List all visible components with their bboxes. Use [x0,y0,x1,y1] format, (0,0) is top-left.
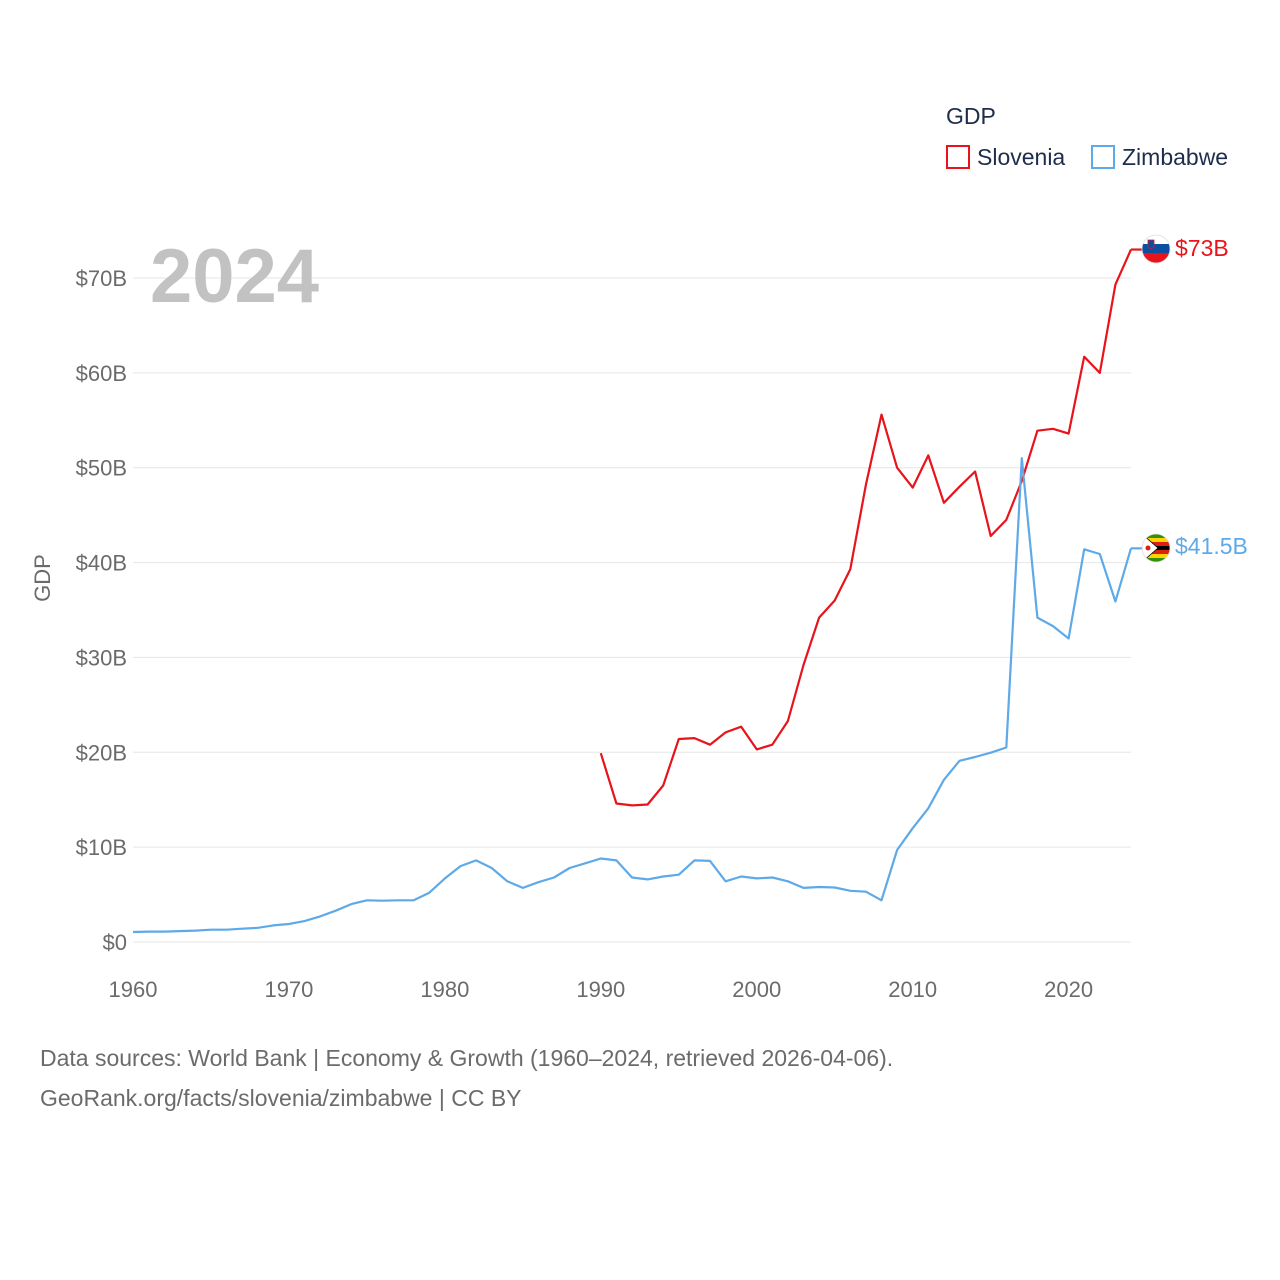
gdp-chart: $0$10B$20B$30B$40B$50B$60B$70B 1960 1970 1… [30,103,1248,1002]
x-tick-label: 1990 [576,977,625,1002]
legend-title: GDP [946,103,996,129]
y-tick-label: $40B [76,551,127,576]
legend-item-slovenia[interactable]: Slovenia [946,144,1065,170]
slovenia-flag-icon [1141,234,1171,264]
x-tick-label: 2010 [888,977,937,1002]
y-tick-label: $60B [76,361,127,386]
series-line-zimbabwe [132,457,1133,934]
x-tick-label: 2000 [732,977,781,1002]
y-tick-label: $70B [76,266,127,291]
x-tick-label: 1980 [420,977,469,1002]
y-axis-title: GDP [30,554,55,602]
legend-swatch-slovenia [946,145,970,169]
x-axis-ticks: 1960 1970 1980 1990 2000 2010 2020 [109,977,1094,1002]
legend-label-zimbabwe: Zimbabwe [1122,144,1228,170]
legend: GDP Slovenia Zimbabwe [946,103,1228,170]
y-axis-ticks: $0 $10B $20B $30B $40B $50B $60B $70B [76,266,127,955]
x-tick-label: 2020 [1044,977,1093,1002]
legend-item-zimbabwe[interactable]: Zimbabwe [1091,144,1228,170]
zimbabwe-flag-icon [1141,533,1171,563]
series-line-slovenia [599,249,1133,807]
y-tick-label: $30B [76,645,127,670]
gridlines [133,277,1131,943]
footer-attribution[interactable]: GeoRank.org/facts/slovenia/zimbabwe | CC… [40,1085,522,1111]
footer-sources: Data sources: World Bank | Economy & Gro… [40,1045,894,1071]
year-label: 2024 [150,234,319,319]
end-label-zimbabwe: $41.5B [1175,533,1248,559]
y-tick-label: $0 [103,930,127,955]
legend-swatch-zimbabwe [1091,145,1115,169]
series-layer [132,248,1143,934]
y-tick-label: $50B [76,456,127,481]
y-tick-label: $20B [76,740,127,765]
legend-label-slovenia: Slovenia [977,144,1065,170]
x-tick-label: 1960 [109,977,158,1002]
y-tick-label: $10B [76,835,127,860]
end-label-slovenia: $73B [1175,235,1229,261]
x-tick-label: 1970 [264,977,313,1002]
